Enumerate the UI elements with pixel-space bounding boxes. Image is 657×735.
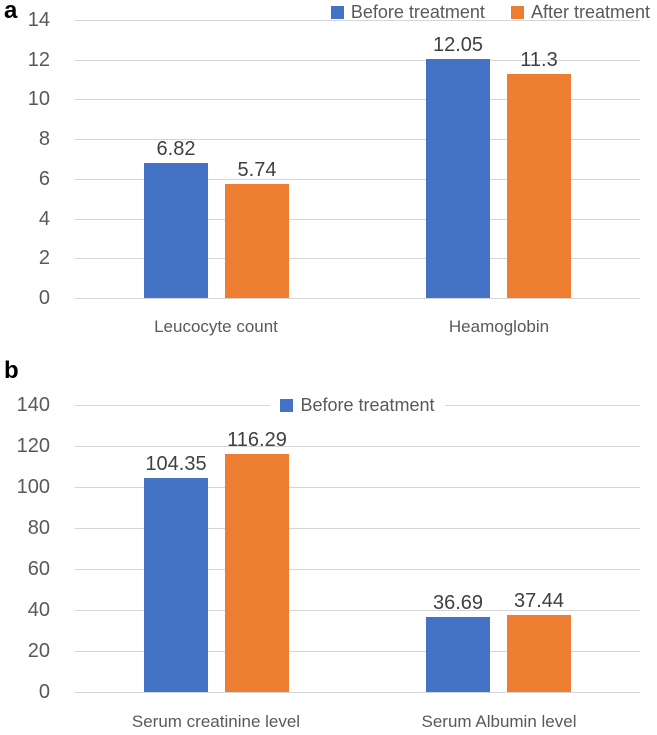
bar-before-treatment xyxy=(426,59,490,298)
y-tick-label: 40 xyxy=(27,599,50,621)
gridline xyxy=(75,651,640,652)
gridline xyxy=(75,139,640,140)
gridline xyxy=(75,446,640,447)
y-tick-label: 14 xyxy=(27,9,50,31)
legend-item: After treatment xyxy=(510,1,650,23)
gridline xyxy=(75,179,640,180)
gridline xyxy=(75,610,640,611)
y-tick-label: 20 xyxy=(27,640,50,662)
bar-after-treatment xyxy=(225,454,289,692)
bar-before-treatment xyxy=(144,163,208,298)
bar-after-treatment xyxy=(225,184,289,298)
bar-before-treatment xyxy=(426,617,490,692)
y-tick-label: 4 xyxy=(38,208,50,230)
gridline xyxy=(75,569,640,570)
y-tick-label: 0 xyxy=(38,287,50,309)
y-tick-label: 12 xyxy=(27,49,50,71)
category-label: Leucocyte count xyxy=(154,317,278,336)
chart-panel-b: 140 120 100 80 60 40 20 0 104.35 116.29 36.69 37.4… xyxy=(0,360,657,732)
y-tick-label: 2 xyxy=(38,247,50,269)
category-label: Serum Albumin level xyxy=(421,712,577,731)
gridline xyxy=(75,298,640,299)
gridline xyxy=(75,487,640,488)
category-label: Heamoglobin xyxy=(448,317,550,336)
panel-b-letter: b xyxy=(4,357,19,384)
x-axis-labels: Leucocyte count Heamoglobin xyxy=(75,316,640,340)
y-tick-label: 120 xyxy=(16,435,50,457)
y-tick-label: 80 xyxy=(27,517,50,539)
legend-label: After treatment xyxy=(530,2,650,22)
panel-a-letter: a xyxy=(4,0,18,24)
legend-item: Before treatment xyxy=(330,1,485,23)
y-tick-label: 100 xyxy=(16,476,50,498)
legend-item: Before treatment xyxy=(270,394,445,416)
legend-swatch-icon xyxy=(280,398,294,412)
legend: Before treatment After treatment xyxy=(330,1,650,23)
value-label: 36.69 xyxy=(432,592,484,614)
plot-area: 6.82 5.74 12.05 11.3 xyxy=(75,20,640,299)
legend-label: Before treatment xyxy=(300,395,435,415)
gridline xyxy=(75,528,640,529)
y-tick-label: 10 xyxy=(27,88,50,110)
gridline xyxy=(75,219,640,220)
value-label: 116.29 xyxy=(227,429,287,451)
gridline xyxy=(75,692,640,693)
plot-area: 104.35 116.29 36.69 37.44 xyxy=(75,405,640,693)
y-axis-ticks: 140 120 100 80 60 40 20 0 xyxy=(0,394,50,703)
panel-b: b 140 120 100 80 60 40 20 0 104.35 116.29 36.69 37… xyxy=(0,357,657,732)
y-tick-label: 60 xyxy=(27,558,50,580)
y-tick-label: 0 xyxy=(38,681,50,703)
category-label: Serum creatinine level xyxy=(131,712,301,731)
gridline xyxy=(75,99,640,100)
gridline xyxy=(75,20,640,21)
bar-after-treatment xyxy=(507,74,571,298)
value-label: 37.44 xyxy=(513,590,565,612)
legend-swatch-icon xyxy=(510,5,524,19)
chart-panel-a: 14 12 10 8 6 4 2 0 6.82 5.74 12.05 11.3 Leucocyte … xyxy=(0,0,657,360)
x-axis-labels: Serum creatinine level Serum Albumin leve… xyxy=(75,711,640,735)
gridline xyxy=(75,258,640,259)
y-tick-label: 6 xyxy=(38,168,50,190)
legend-label: Before treatment xyxy=(350,2,485,22)
value-label: 6.82 xyxy=(156,138,196,160)
bar-after-treatment xyxy=(507,615,571,692)
y-tick-label: 8 xyxy=(38,128,50,150)
y-tick-label: 140 xyxy=(16,394,50,416)
gridline xyxy=(75,60,640,61)
legend-swatch-icon xyxy=(330,5,344,19)
value-label: 5.74 xyxy=(237,159,277,181)
panel-a: a 14 12 10 8 6 4 2 0 6.82 5.74 12.05 11.3 Leucocyt… xyxy=(0,0,657,360)
value-label: 12.05 xyxy=(432,34,484,56)
y-axis-ticks: 14 12 10 8 6 4 2 0 xyxy=(0,9,50,309)
bar-before-treatment xyxy=(144,478,208,692)
value-label: 104.35 xyxy=(145,453,207,475)
value-label: 11.3 xyxy=(520,49,558,71)
legend: Before treatment xyxy=(75,394,640,416)
